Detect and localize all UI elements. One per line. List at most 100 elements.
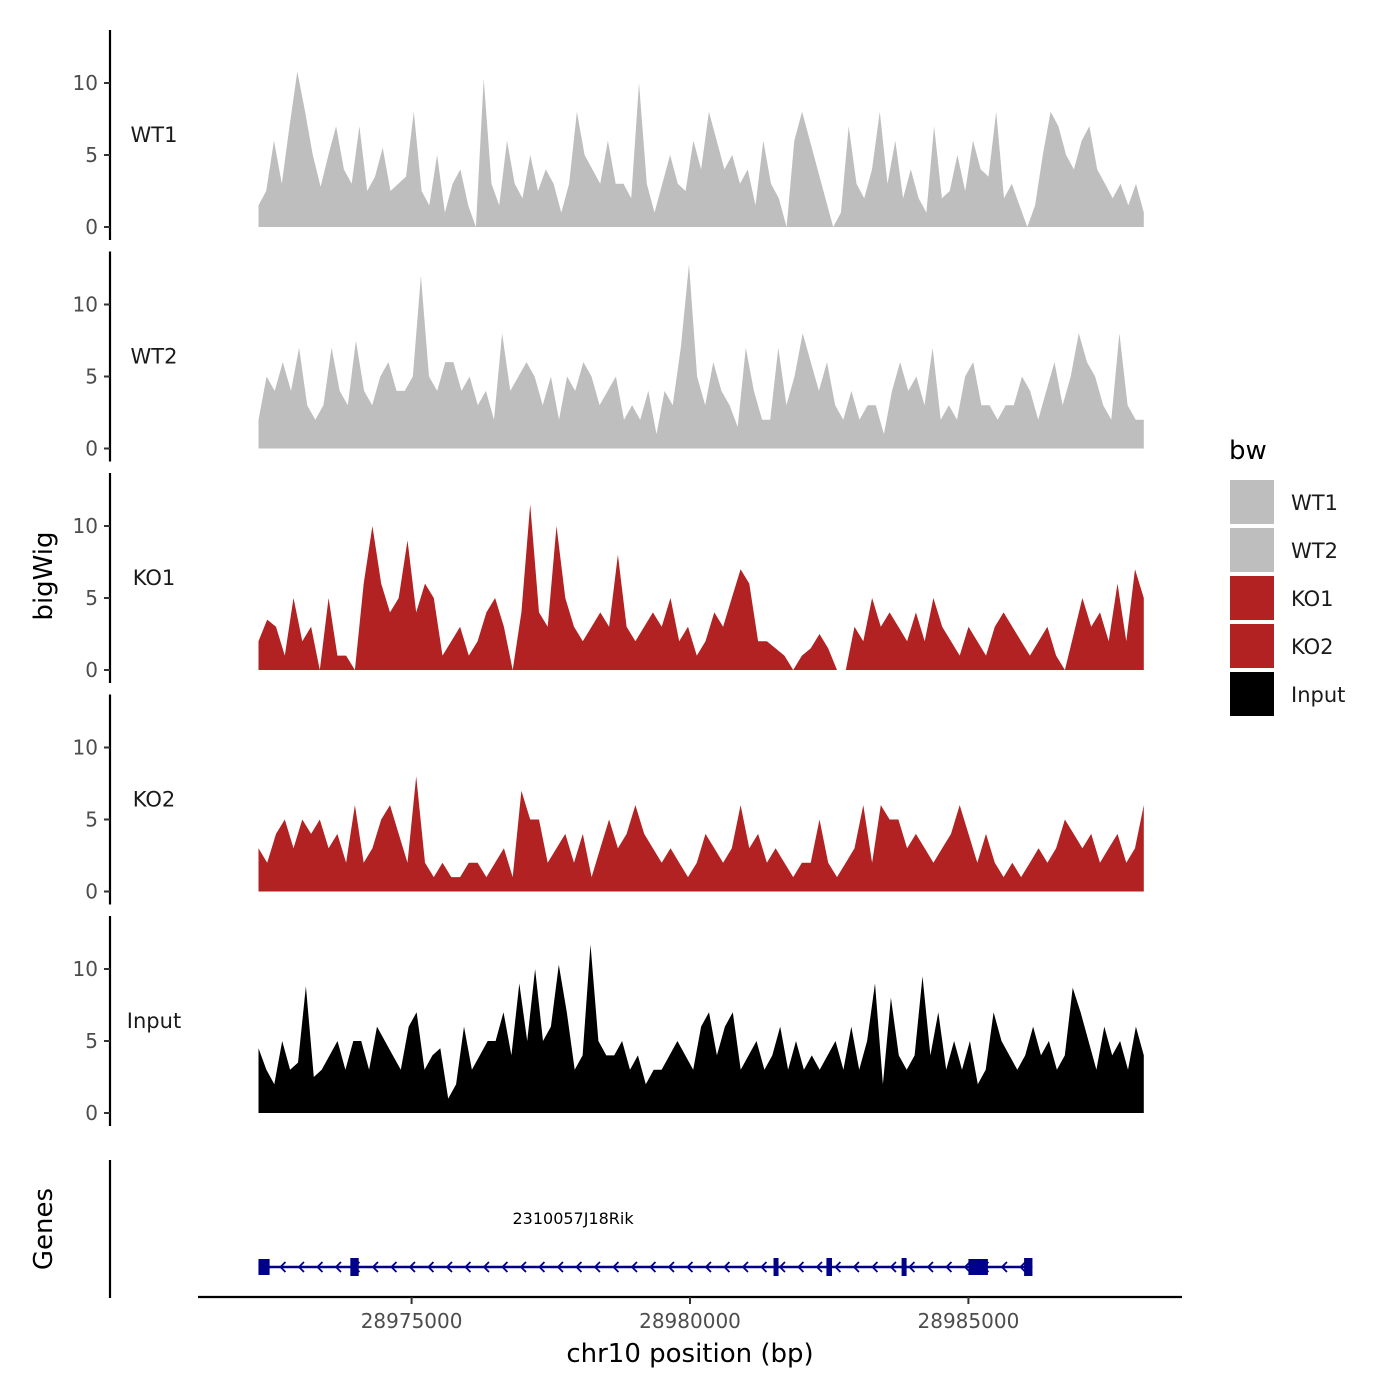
y-tick-label: 0 [85, 215, 98, 239]
track-label: WT1 [131, 123, 178, 147]
strand-arrow [316, 1261, 324, 1273]
strand-arrow [612, 1261, 620, 1273]
track-label: KO2 [133, 788, 176, 812]
strand-arrow [630, 1261, 638, 1273]
legend-label-ko2: KO2 [1291, 635, 1334, 659]
legend-title: bw [1229, 436, 1267, 466]
x-axis-title: chr10 position (bp) [566, 1339, 813, 1369]
strand-arrow [963, 1261, 971, 1273]
track-ko2: 0 5 10 KO2 [73, 694, 1144, 905]
strand-arrow [390, 1261, 398, 1273]
y-tick-label: 5 [85, 586, 98, 610]
track-label: WT2 [131, 345, 178, 369]
strand-arrow [427, 1261, 435, 1273]
coverage-area-input [258, 944, 1144, 1113]
gene-exon [773, 1258, 779, 1276]
strand-arrow [945, 1261, 953, 1273]
strand-arrow [334, 1261, 342, 1273]
legend-key-input [1230, 672, 1274, 716]
y-tick-label: 5 [85, 143, 98, 167]
strand-arrow [408, 1261, 416, 1273]
strand-arrow [926, 1261, 934, 1273]
gene-exon [901, 1258, 907, 1276]
strand-arrow [501, 1261, 509, 1273]
gene-exon [258, 1259, 270, 1275]
legend: bw WT1 WT2 KO1 KO2 Input [1229, 436, 1345, 716]
strand-arrow [464, 1261, 472, 1273]
legend-label-wt2: WT2 [1291, 539, 1338, 563]
gene-2310057j18rik: 2310057J18Rik [258, 1209, 1033, 1276]
y-tick-label: 5 [85, 808, 98, 832]
track-wt1: 0 5 10 WT1 [73, 30, 1144, 240]
strand-arrow [297, 1261, 305, 1273]
strand-arrow [815, 1261, 823, 1273]
track-label: KO1 [133, 566, 176, 590]
strand-arrow [889, 1261, 897, 1273]
y-tick-label: 0 [85, 1101, 98, 1125]
gene-exon [968, 1259, 988, 1275]
y-tick-label: 5 [85, 365, 98, 389]
strand-arrow [519, 1261, 527, 1273]
strand-arrow [556, 1261, 564, 1273]
legend-label-ko1: KO1 [1291, 587, 1334, 611]
y-axis-title: bigWig [29, 531, 59, 620]
strand-arrow [667, 1261, 675, 1273]
x-tick-label: 28975000 [361, 1309, 463, 1333]
strand-arrow [704, 1261, 712, 1273]
strand-arrow [482, 1261, 490, 1273]
track-input: 0 5 10 Input [73, 916, 1144, 1126]
strand-arrow [445, 1261, 453, 1273]
y-tick-label: 10 [73, 957, 98, 981]
coverage-area-wt2 [258, 264, 1144, 449]
strand-arrow [908, 1261, 916, 1273]
y-tick-label: 10 [73, 71, 98, 95]
strand-arrow [797, 1261, 805, 1273]
strand-arrow [649, 1261, 657, 1273]
y-tick-label: 0 [85, 437, 98, 461]
strand-arrow [575, 1261, 583, 1273]
strand-arrow [834, 1261, 842, 1273]
gene-panel: 2310057J18Rik [108, 1160, 1033, 1298]
x-axis: 28975000 28980000 28985000 [198, 1295, 1182, 1333]
legend-key-wt1 [1230, 480, 1274, 524]
y-tick-label: 10 [73, 514, 98, 538]
gene-name-label: 2310057J18Rik [512, 1209, 634, 1228]
gene-exon [826, 1258, 832, 1276]
strand-arrow [741, 1261, 749, 1273]
coverage-tracks: 0 5 10 WT1 0 5 10 WT2 0 5 10 KO1 0 5 10 KO2 0 5 10 Input [73, 30, 1144, 1126]
gene-exon [1024, 1258, 1033, 1276]
gene-track-title: Genes [29, 1188, 59, 1270]
strand-arrow [593, 1261, 601, 1273]
legend-label-input: Input [1291, 683, 1345, 707]
legend-key-ko2 [1230, 624, 1274, 668]
strand-arrow [686, 1261, 694, 1273]
strand-arrow [852, 1261, 860, 1273]
strand-arrow [778, 1261, 786, 1273]
legend-key-wt2 [1230, 528, 1274, 572]
coverage-area-ko2 [258, 776, 1144, 892]
legend-label-wt1: WT1 [1291, 491, 1338, 515]
track-ko1: 0 5 10 KO1 [73, 473, 1144, 683]
y-tick-label: 0 [85, 880, 98, 904]
y-tick-label: 0 [85, 658, 98, 682]
strand-arrow [871, 1261, 879, 1273]
legend-key-ko1 [1230, 576, 1274, 620]
coverage-area-wt1 [258, 71, 1144, 227]
strand-arrow [538, 1261, 546, 1273]
x-tick-label: 28985000 [918, 1309, 1020, 1333]
y-tick-label: 10 [73, 293, 98, 317]
strand-arrow [723, 1261, 731, 1273]
y-tick-label: 10 [73, 736, 98, 760]
x-tick-label: 28980000 [639, 1309, 741, 1333]
strand-arrow [1019, 1261, 1027, 1273]
strand-arrow [760, 1261, 768, 1273]
strand-arrow [279, 1261, 287, 1273]
strand-arrow [1000, 1261, 1008, 1273]
coverage-area-ko1 [258, 504, 1144, 670]
gene-exon [350, 1258, 359, 1276]
y-tick-label: 5 [85, 1029, 98, 1053]
track-wt2: 0 5 10 WT2 [73, 251, 1144, 462]
strand-arrow [371, 1261, 379, 1273]
track-label: Input [127, 1009, 181, 1033]
